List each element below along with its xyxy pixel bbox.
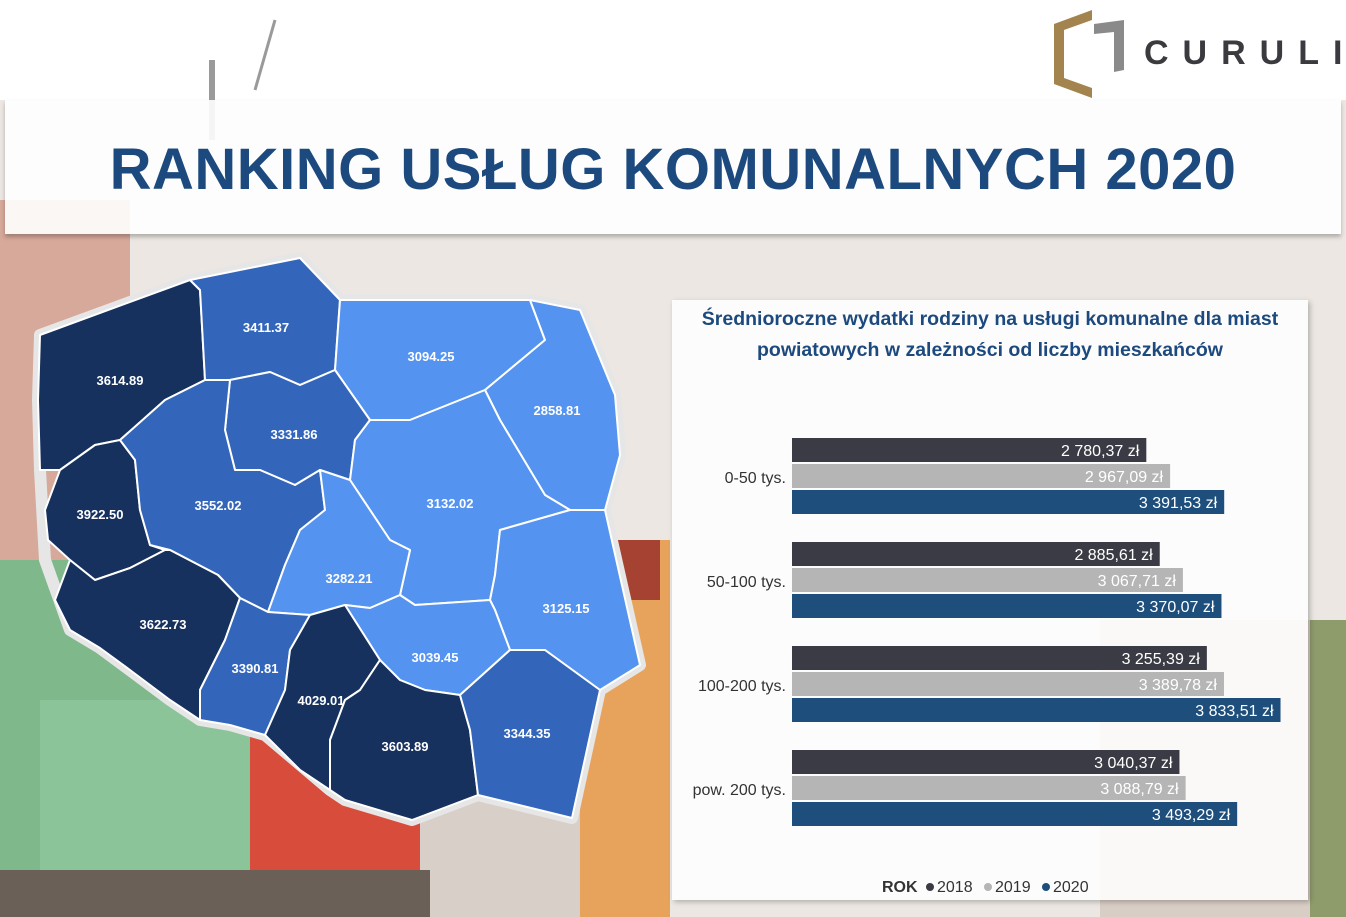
- title-banner: [5, 100, 1341, 234]
- bar-2020-0: [792, 490, 1225, 514]
- bar-2020-1: [792, 594, 1222, 618]
- region-value-label: 3282.21: [326, 571, 373, 586]
- bar-value-label: 2 967,09 zł: [1085, 469, 1164, 486]
- region-value-label: 3344.35: [504, 726, 551, 741]
- bar-value-label: 3 389,78 zł: [1139, 677, 1218, 694]
- curulis-logo: [1054, 10, 1124, 98]
- region-value-label: 3622.73: [140, 617, 187, 632]
- legend-entry: 2020: [1053, 879, 1089, 896]
- region-value-label: 3603.89: [382, 739, 429, 754]
- bar-value-label: 3 067,71 zł: [1098, 573, 1177, 590]
- legend-marker: [926, 883, 934, 891]
- region-podkarpackie: [459, 649, 601, 819]
- bar-2019-3: [792, 776, 1186, 800]
- bar-2019-1: [792, 568, 1183, 592]
- page-title: RANKING USŁUG KOMUNALNYCH 2020: [109, 137, 1237, 202]
- region-value-label: 3411.37: [243, 320, 289, 335]
- category-label: 50-100 tys.: [707, 574, 786, 591]
- legend-marker: [984, 883, 992, 891]
- region-value-label: 2858.81: [534, 403, 581, 418]
- bar-value-label: 3 255,39 zł: [1122, 651, 1201, 668]
- legend-marker: [1042, 883, 1050, 891]
- poland-choropleth-map: 3614.89 3411.37 3094.25 2858.81 3331.86 3922.…: [32, 252, 646, 826]
- region-value-label: 3922.50: [77, 507, 124, 522]
- bar-2020-3: [792, 802, 1238, 826]
- bar-value-label: 3 040,37 zł: [1094, 755, 1173, 772]
- bar-2019-0: [792, 464, 1171, 488]
- region-value-label: 4029.01: [298, 693, 345, 708]
- category-label: pow. 200 tys.: [693, 782, 786, 799]
- bar-2018-1: [792, 542, 1160, 566]
- bar-value-label: 2 780,37 zł: [1061, 443, 1140, 460]
- bar-2018-3: [792, 750, 1180, 774]
- region-value-label: 3614.89: [97, 373, 144, 388]
- region-value-label: 3331.86: [271, 427, 318, 442]
- bar-2019-2: [792, 672, 1224, 696]
- region-value-label: 3552.02: [195, 498, 242, 513]
- legend-entry: 2018: [937, 879, 973, 896]
- bar-value-label: 3 493,29 zł: [1152, 807, 1231, 824]
- bar-2018-2: [792, 646, 1207, 670]
- bar-value-label: 2 885,61 zł: [1074, 547, 1153, 564]
- region-value-label: 3094.25: [408, 349, 455, 364]
- legend-entry: 2019: [995, 879, 1031, 896]
- bar-value-label: 3 370,07 zł: [1136, 599, 1215, 616]
- region-value-label: 3125.15: [543, 601, 590, 616]
- logo-wordmark: CURULIS: [1144, 34, 1346, 72]
- region-value-label: 3132.02: [427, 496, 474, 511]
- category-label: 100-200 tys.: [698, 678, 786, 695]
- legend-title: ROK: [882, 879, 918, 896]
- bar-value-label: 3 833,51 zł: [1195, 703, 1274, 720]
- category-label: 0-50 tys.: [725, 470, 786, 487]
- bar-value-label: 3 391,53 zł: [1139, 495, 1218, 512]
- bar-2020-2: [792, 698, 1281, 722]
- region-value-label: 3390.81: [232, 661, 279, 676]
- bar-2018-0: [792, 438, 1147, 462]
- bar-value-label: 3 088,79 zł: [1100, 781, 1179, 798]
- chart-title: Średnioroczne wydatki rodziny na usługi …: [701, 308, 1279, 361]
- region-value-label: 3039.45: [412, 650, 459, 665]
- expenditure-bar-chart: 2 780,37 zł 2 967,09 zł 3 391,53 zł 2 885,6…: [693, 438, 1281, 896]
